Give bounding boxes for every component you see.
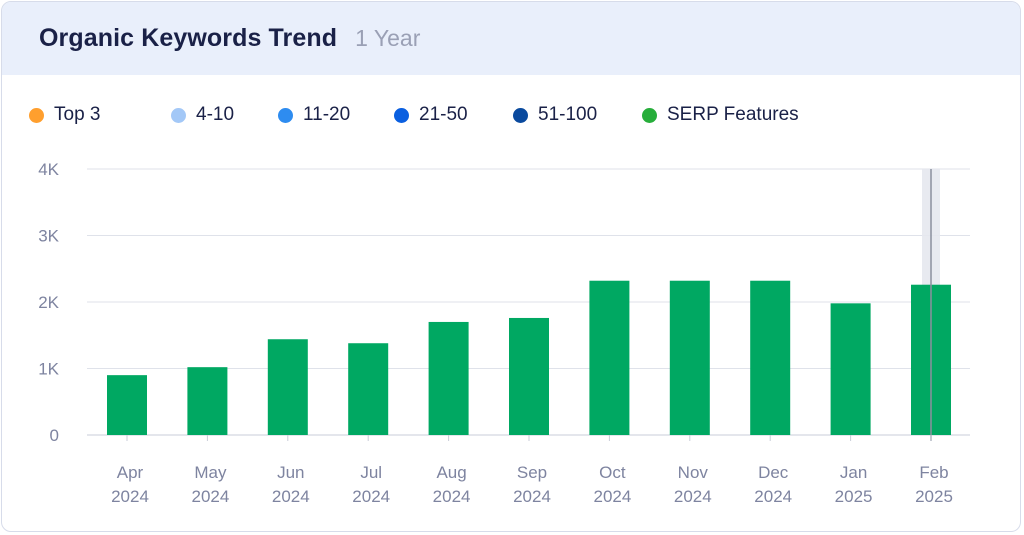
x-tick-label-month: May (194, 463, 227, 482)
x-tick-label-year: 2024 (754, 487, 792, 506)
x-tick-label-month: Nov (678, 463, 709, 482)
legend-item-4-10[interactable]: 4-10 (171, 104, 278, 126)
x-tick-label-year: 2024 (674, 487, 712, 506)
x-tick-label-month: Jan (840, 463, 867, 482)
y-tick-label: 0 (50, 426, 59, 445)
legend-item-11-20[interactable]: 11-20 (278, 104, 394, 126)
chart-legend: Top 3 4-10 11-20 21-50 51-100 SERP Featu… (29, 100, 799, 130)
y-tick-label: 1K (38, 360, 59, 379)
x-tick-label-year: 2024 (191, 487, 229, 506)
x-tick-label-year: 2025 (835, 487, 873, 506)
bar (509, 317, 549, 435)
x-tick-label-month: Oct (599, 463, 626, 482)
bar (348, 343, 389, 435)
x-tick-label-year: 2024 (111, 487, 149, 506)
y-tick-label: 3K (38, 227, 59, 246)
x-tick-label-month: Feb (919, 463, 948, 482)
x-tick-label-year: 2025 (915, 487, 953, 506)
legend-label: 51-100 (538, 104, 598, 125)
date-range-label[interactable]: 1 Year (355, 25, 421, 51)
bar (187, 367, 228, 435)
legend-dot-icon (29, 107, 44, 123)
bar (830, 303, 871, 435)
legend-dot-icon (513, 107, 528, 123)
legend-label: 4-10 (196, 104, 235, 125)
x-tick-label-month: Aug (436, 463, 466, 482)
legend-item-top-3[interactable]: Top 3 (29, 104, 171, 126)
x-tick-label-year: 2024 (352, 487, 390, 506)
legend-label: Top 3 (54, 104, 101, 125)
legend-dot-icon (171, 107, 186, 123)
legend-dot-icon (642, 107, 657, 123)
legend-label: 21-50 (419, 104, 468, 125)
bar (267, 339, 308, 435)
legend-item-21-50[interactable]: 21-50 (394, 104, 513, 126)
bar (669, 280, 710, 435)
x-tick-label-month: Dec (758, 463, 789, 482)
card-title: Organic Keywords Trend (39, 24, 338, 52)
y-tick-label: 4K (38, 160, 59, 179)
bar (428, 321, 469, 435)
legend-dot-icon (278, 107, 293, 123)
bar (750, 280, 791, 435)
y-tick-label: 2K (38, 293, 59, 312)
legend-label: 11-20 (303, 104, 351, 125)
x-tick-label-month: Jun (277, 463, 304, 482)
x-tick-label-month: Apr (117, 463, 144, 482)
x-tick-label-year: 2024 (513, 487, 551, 506)
x-tick-label-month: Sep (517, 463, 547, 482)
legend-dot-icon (394, 107, 409, 123)
legend-item-serp-features[interactable]: SERP Features (642, 104, 799, 126)
bar (107, 375, 147, 435)
x-tick-label-year: 2024 (433, 487, 471, 506)
legend-label: SERP Features (667, 104, 799, 125)
x-tick-label-year: 2024 (593, 487, 631, 506)
x-tick-label-year: 2024 (272, 487, 310, 506)
card-header: Organic Keywords Trend 1 Year (2, 2, 1020, 75)
x-tick-label-month: Jul (360, 463, 382, 482)
legend-item-51-100[interactable]: 51-100 (513, 104, 642, 126)
bar (589, 280, 630, 435)
